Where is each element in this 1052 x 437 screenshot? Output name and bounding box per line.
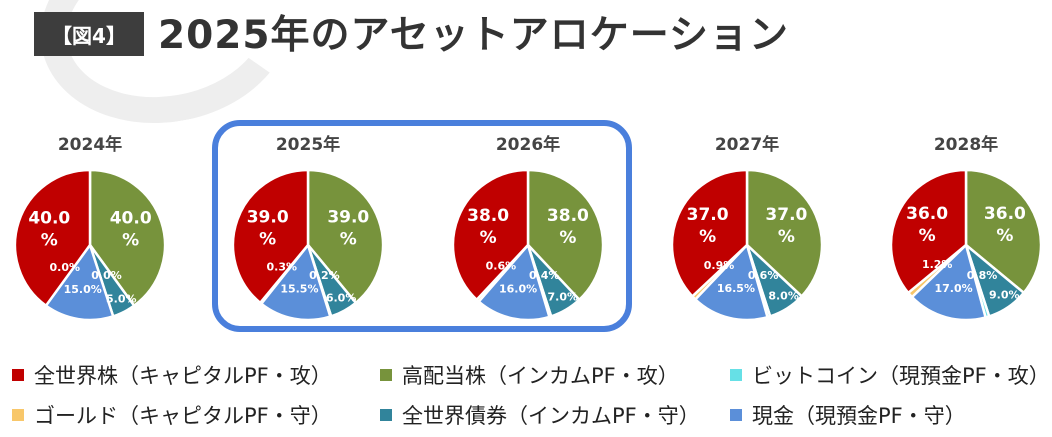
legend-label: 全世界株（キャピタルPF・攻） — [34, 364, 332, 388]
pie-data-label: 0.0% — [50, 261, 81, 274]
legend-swatch — [380, 369, 392, 381]
pie-data-label: 0.9% — [704, 259, 735, 272]
legend-swatch — [730, 369, 742, 381]
pie-title: 2024年 — [58, 134, 122, 155]
legend-label: ビットコイン（現預金PF・攻） — [752, 364, 1050, 388]
pie-slice — [231, 168, 310, 305]
pie-data-label: 38.0% — [467, 206, 509, 248]
pie-data-label: 36.0% — [984, 204, 1026, 246]
pie-slice — [693, 242, 770, 322]
pie-slice — [259, 242, 332, 322]
legend-item-high-dividend: 高配当株（インカムPF・攻） — [380, 360, 679, 390]
pie-data-label: 17.0% — [935, 282, 973, 295]
pie-slice — [451, 168, 530, 302]
pie-data-label: 16.0% — [499, 282, 537, 295]
pie-data-label: 6.0% — [326, 292, 357, 305]
legend-label: 現金（現預金PF・守） — [752, 404, 966, 428]
legend-swatch — [380, 409, 392, 421]
pie-title: 2025年 — [276, 134, 340, 155]
pie-data-label: 9.0% — [989, 288, 1020, 301]
legend-swatch — [12, 369, 24, 381]
pie-slice — [13, 168, 92, 308]
pie-slice — [88, 168, 167, 308]
pie-slice — [964, 168, 1043, 295]
pie-data-label: 39.0% — [247, 207, 289, 249]
pie-chart: 2026年 38.0 % 7.0% 0.4%16.0% 0.6% 38.0% — [451, 134, 605, 322]
pie-data-label: 0.4% — [529, 269, 560, 282]
pie-data-label: 1.2% — [922, 258, 953, 271]
pie-data-label: 16.5% — [717, 282, 755, 295]
legend-item-cash: 現金（現預金PF・守） — [730, 400, 966, 430]
pie-data-label: 0.0% — [91, 269, 122, 282]
pie-data-label: 38.0% — [547, 206, 589, 248]
pie-title: 2026年 — [496, 134, 560, 155]
pie-data-label: 0.6% — [486, 260, 517, 273]
legend-item-world-equity: 全世界株（キャピタルPF・攻） — [12, 360, 332, 390]
page-title: 2025年のアセットアロケーション — [158, 13, 789, 58]
pie-data-label: 15.0% — [64, 283, 102, 296]
pie-data-label: 37.0% — [765, 205, 807, 247]
pie-slice — [476, 242, 551, 322]
pie-data-label: 0.2% — [309, 269, 340, 282]
pie-data-label: 0.6% — [748, 269, 779, 282]
pie-slice — [670, 168, 749, 299]
pie-data-label: 15.5% — [280, 283, 318, 296]
pie-data-label: 5.0% — [106, 293, 137, 306]
legend: 全世界株（キャピタルPF・攻） 高配当株（インカムPF・攻） ビットコイン（現預… — [12, 352, 1052, 437]
figure-badge: 【図4】 — [34, 12, 144, 56]
legend-item-gold: ゴールド（キャピタルPF・守） — [12, 400, 332, 430]
pie-chart: 2027年 37.0 % 8.0% 0.6%16.5% 0.9% 37.0% — [670, 134, 824, 322]
pie-slice — [306, 168, 385, 305]
pie-data-label: 36.0% — [906, 204, 948, 246]
pie-data-label: 0.8% — [967, 269, 998, 282]
highlight-box-2025-2026 — [212, 120, 632, 332]
pie-slice — [526, 168, 605, 302]
pie-title: 2027年 — [715, 134, 779, 155]
legend-label: 高配当株（インカムPF・攻） — [402, 364, 679, 388]
pie-data-label: 40.0% — [28, 208, 70, 250]
pie-slice — [910, 242, 988, 322]
legend-swatch — [730, 409, 742, 421]
pie-chart: 2028年 36.0 % 9.0% 0.8%17.0% 1.2% 36.0% — [889, 134, 1043, 322]
pie-data-label: 7.0% — [548, 291, 579, 304]
legend-item-world-bond: 全世界債券（インカムPF・守） — [380, 400, 700, 430]
legend-swatch — [12, 409, 24, 421]
pie-slice — [889, 168, 968, 295]
pie-title: 2028年 — [934, 134, 998, 155]
pie-data-label: 0.3% — [267, 261, 298, 274]
pie-slice — [44, 242, 115, 322]
pie-data-label: 40.0% — [110, 208, 152, 250]
pie-data-label: 37.0% — [687, 205, 729, 247]
pie-chart: 2025年 39.0 % 6.0% 0.2%15.5% 0.3% 39.0% — [231, 134, 385, 322]
legend-item-bitcoin: ビットコイン（現預金PF・攻） — [730, 360, 1050, 390]
legend-label: 全世界債券（インカムPF・守） — [402, 404, 700, 428]
legend-label: ゴールド（キャピタルPF・守） — [34, 404, 332, 428]
pie-slice — [745, 168, 824, 299]
pie-data-label: 8.0% — [768, 290, 799, 303]
pie-data-label: 39.0% — [327, 207, 369, 249]
